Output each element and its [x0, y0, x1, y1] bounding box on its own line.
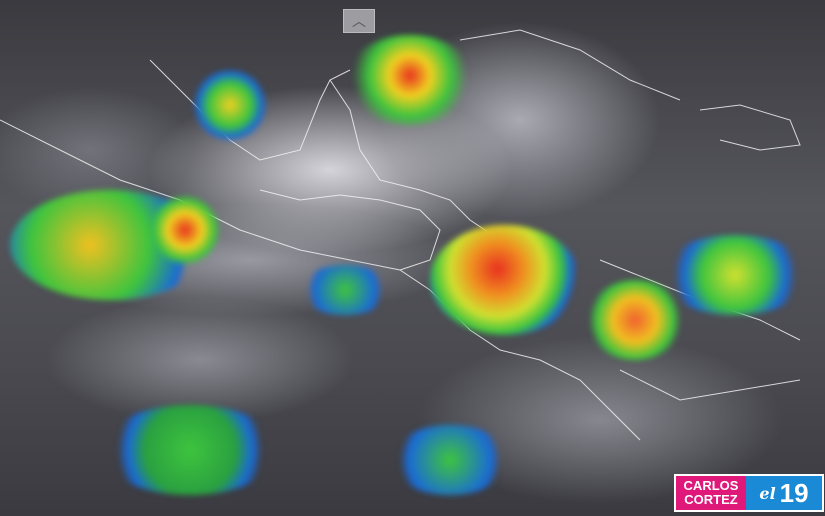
scroll-up-button[interactable]: ︿: [343, 9, 375, 33]
chevron-up-icon: ︿: [352, 13, 366, 29]
logo-name: CARLOS CORTEZ: [676, 476, 746, 510]
storm-cell: [150, 195, 220, 265]
storm-cell: [345, 35, 475, 125]
storm-cell: [660, 235, 810, 315]
storm-cell: [430, 225, 580, 335]
logo-name-line1: CARLOS: [683, 478, 739, 493]
storm-cell: [190, 70, 270, 140]
carlos-cortez-el19-logo: CARLOS CORTEZ el 19: [674, 474, 824, 512]
logo-brand: el 19: [746, 476, 822, 510]
storm-cell: [390, 425, 510, 495]
storm-cell: [100, 405, 280, 495]
logo-name-line2: CORTEZ: [684, 492, 738, 507]
logo-brand-number: 19: [779, 477, 809, 508]
logo-brand-prefix: el: [759, 483, 776, 503]
storm-cell: [300, 265, 390, 315]
